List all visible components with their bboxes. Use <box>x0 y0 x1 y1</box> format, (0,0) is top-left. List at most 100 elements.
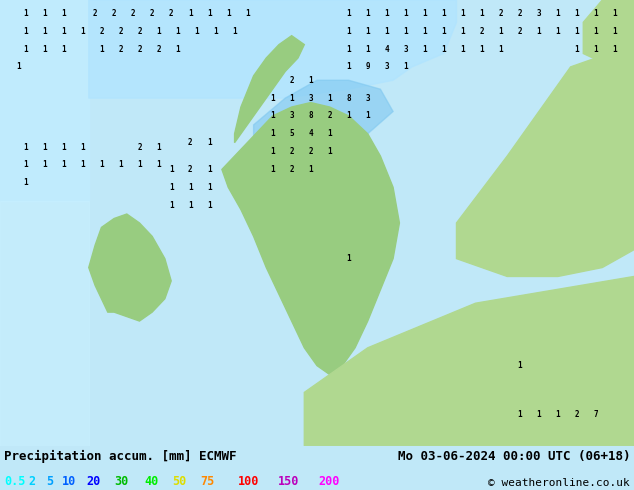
Text: 1: 1 <box>536 410 541 419</box>
Text: 1: 1 <box>99 161 104 170</box>
Text: 1: 1 <box>384 27 389 36</box>
Text: 1: 1 <box>593 27 598 36</box>
Text: 8: 8 <box>308 111 313 121</box>
Text: 1: 1 <box>175 27 180 36</box>
Text: 2: 2 <box>498 9 503 18</box>
Text: 1: 1 <box>574 27 579 36</box>
Text: 1: 1 <box>61 161 66 170</box>
Text: 30: 30 <box>114 475 128 488</box>
Polygon shape <box>304 276 634 446</box>
Text: 1: 1 <box>422 9 427 18</box>
Text: 1: 1 <box>555 9 560 18</box>
Text: 1: 1 <box>479 9 484 18</box>
Text: 1: 1 <box>42 45 47 53</box>
Text: 1: 1 <box>441 27 446 36</box>
Text: 1: 1 <box>365 45 370 53</box>
Text: 1: 1 <box>327 129 332 138</box>
Text: 1: 1 <box>226 9 231 18</box>
Text: 4: 4 <box>384 45 389 53</box>
Text: 2: 2 <box>289 147 294 156</box>
Text: 40: 40 <box>144 475 158 488</box>
Text: 1: 1 <box>188 200 193 210</box>
Text: 1: 1 <box>61 143 66 151</box>
Text: 2: 2 <box>188 138 193 147</box>
Polygon shape <box>456 45 634 276</box>
Text: 2: 2 <box>169 9 174 18</box>
Text: 1: 1 <box>207 138 212 147</box>
Text: 1: 1 <box>612 27 618 36</box>
Polygon shape <box>222 102 399 374</box>
Text: 1: 1 <box>289 94 294 102</box>
Text: 1: 1 <box>327 94 332 102</box>
Text: 1: 1 <box>207 165 212 174</box>
Text: 1: 1 <box>270 94 275 102</box>
Text: 2: 2 <box>137 143 142 151</box>
Text: 1: 1 <box>137 161 142 170</box>
Text: 100: 100 <box>238 475 259 488</box>
Text: 10: 10 <box>62 475 76 488</box>
Text: 50: 50 <box>172 475 186 488</box>
Text: 1: 1 <box>99 45 104 53</box>
Text: © weatheronline.co.uk: © weatheronline.co.uk <box>488 478 630 488</box>
Text: 1: 1 <box>61 27 66 36</box>
Text: 1: 1 <box>346 254 351 263</box>
Text: 1: 1 <box>23 27 28 36</box>
Text: 2: 2 <box>118 27 123 36</box>
Text: 2: 2 <box>28 475 35 488</box>
Text: 1: 1 <box>365 27 370 36</box>
Text: 1: 1 <box>270 129 275 138</box>
Text: 2: 2 <box>93 9 98 18</box>
Text: 1: 1 <box>441 9 446 18</box>
Text: 1: 1 <box>460 9 465 18</box>
Bar <box>0 201 89 446</box>
Bar <box>0 0 89 201</box>
Text: 1: 1 <box>270 165 275 174</box>
Text: 1: 1 <box>555 27 560 36</box>
Text: 2: 2 <box>188 165 193 174</box>
Text: 1: 1 <box>156 161 161 170</box>
Text: 1: 1 <box>422 27 427 36</box>
Text: 1: 1 <box>169 200 174 210</box>
Polygon shape <box>89 0 456 98</box>
Text: 1: 1 <box>612 9 618 18</box>
Text: 1: 1 <box>61 9 66 18</box>
Text: 1: 1 <box>80 27 85 36</box>
Text: 1: 1 <box>42 161 47 170</box>
Text: 8: 8 <box>346 94 351 102</box>
Text: 1: 1 <box>365 111 370 121</box>
Text: 3: 3 <box>403 45 408 53</box>
Text: 3: 3 <box>289 111 294 121</box>
Text: 1: 1 <box>16 62 22 72</box>
Text: 1: 1 <box>365 9 370 18</box>
Text: 1: 1 <box>517 410 522 419</box>
Text: 1: 1 <box>555 410 560 419</box>
Text: 1: 1 <box>346 111 351 121</box>
Text: 1: 1 <box>23 178 28 187</box>
Text: 5: 5 <box>46 475 53 488</box>
Polygon shape <box>235 36 304 143</box>
Text: 1: 1 <box>42 9 47 18</box>
Text: 1: 1 <box>593 9 598 18</box>
Text: 1: 1 <box>213 27 218 36</box>
Text: 2: 2 <box>574 410 579 419</box>
Text: 1: 1 <box>346 9 351 18</box>
Text: 3: 3 <box>308 94 313 102</box>
Text: 1: 1 <box>156 27 161 36</box>
Text: 1: 1 <box>346 45 351 53</box>
Text: 3: 3 <box>365 94 370 102</box>
Text: 1: 1 <box>23 161 28 170</box>
Text: 2: 2 <box>112 9 117 18</box>
Text: 1: 1 <box>188 183 193 192</box>
Text: 2: 2 <box>327 111 332 121</box>
Text: 1: 1 <box>270 111 275 121</box>
Text: 1: 1 <box>270 147 275 156</box>
Polygon shape <box>89 214 171 321</box>
Text: 4: 4 <box>308 129 313 138</box>
Text: 2: 2 <box>517 9 522 18</box>
Text: 2: 2 <box>156 45 161 53</box>
Text: 2: 2 <box>99 27 104 36</box>
Text: 1: 1 <box>118 161 123 170</box>
Text: 1: 1 <box>80 143 85 151</box>
Text: 1: 1 <box>61 45 66 53</box>
Text: 1: 1 <box>232 27 237 36</box>
